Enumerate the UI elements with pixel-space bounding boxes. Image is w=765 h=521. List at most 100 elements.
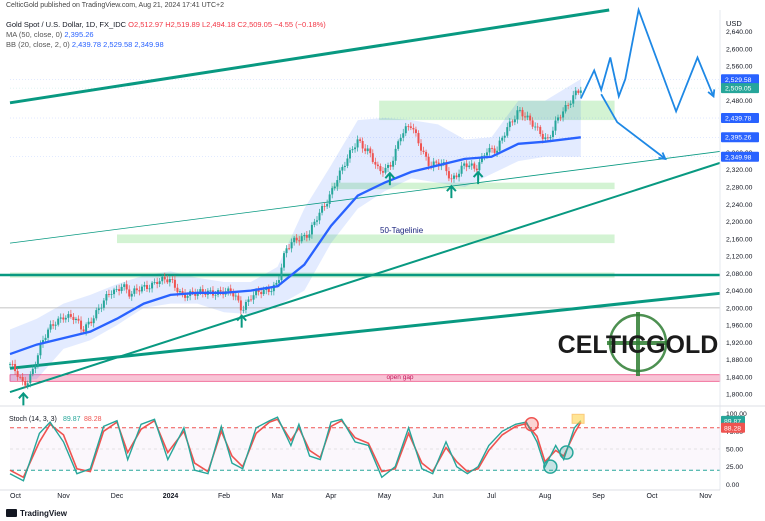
candle-body: [407, 126, 410, 128]
projection-layer: [579, 6, 716, 161]
candle-body: [468, 165, 471, 168]
legend-bb-values: 2,439.78 2,529.58 2,349.98: [71, 40, 164, 49]
candle-body: [455, 175, 458, 178]
candle-body: [546, 137, 549, 139]
candle-body: [310, 224, 313, 235]
candle-body: [432, 161, 435, 167]
price-tag: [721, 151, 759, 162]
legend-ohlc: O2,512.97 H2,519.89 L2,494.18 C2,509.05 …: [128, 20, 326, 29]
candle-body: [381, 171, 384, 173]
time-tick-label: Nov: [57, 493, 70, 500]
candle-body: [92, 318, 95, 324]
candle-body: [148, 288, 151, 290]
candle-body: [506, 127, 509, 136]
price-tick-label: 1,840.00: [726, 374, 753, 381]
up-arrow-icon-0: [18, 391, 29, 400]
price-tick-label: 2,040.00: [726, 288, 753, 295]
support-zone-0: [379, 100, 615, 121]
candle-body: [110, 294, 113, 295]
stoch-tick-label: 25.00: [726, 464, 743, 471]
candle-body: [374, 161, 377, 165]
candle-body: [516, 110, 519, 120]
candle-body: [24, 381, 27, 386]
candle-body: [85, 324, 88, 332]
candle-body: [107, 294, 110, 295]
candle-body: [328, 194, 331, 204]
candle-body: [465, 163, 468, 168]
price-tag-label: 2,349.98: [725, 154, 752, 161]
legend-bb: BB (20, close, 2, 0) 2,439.78 2,529.58 2…: [6, 40, 164, 49]
candle-body: [186, 295, 189, 298]
candle-body: [498, 140, 501, 151]
candle-body: [387, 165, 390, 168]
candle-body: [146, 285, 149, 290]
candle-body: [227, 288, 230, 292]
price-tag: [721, 74, 759, 85]
stoch-tag: [721, 422, 745, 433]
candle-body: [250, 299, 253, 301]
candle-body: [158, 281, 161, 284]
legend-ma-value: 2,395.26: [64, 30, 94, 39]
candle-body: [323, 206, 326, 207]
candle-body: [562, 111, 565, 118]
stoch-title: Stoch (14, 3, 3): [9, 416, 57, 423]
candle-body: [168, 279, 171, 283]
support-zone-1: [331, 182, 615, 190]
candle-body: [338, 170, 341, 181]
candle-body: [572, 95, 575, 104]
candle-body: [531, 120, 534, 127]
price-tick-label: 2,000.00: [726, 305, 753, 312]
candle-body: [153, 282, 156, 283]
candle-body: [166, 279, 169, 283]
price-tag-label: 2,395.26: [725, 135, 752, 142]
time-tick-label: May: [378, 493, 392, 500]
candle-body: [518, 109, 521, 111]
candle-body: [59, 317, 62, 319]
candle-body: [262, 289, 265, 295]
candle-body: [135, 288, 138, 291]
candle-body: [255, 289, 258, 296]
axis-layer: 1,800.00 1,840.00 1,880.00 1,920.00 1,960.00…: [0, 10, 759, 500]
time-tick-label: Jul: [487, 493, 496, 500]
candle-body: [36, 355, 39, 366]
candle-body: [39, 343, 42, 356]
stoch-k-line: [9, 416, 582, 482]
time-tick-label: Mar: [271, 493, 284, 500]
open-gap-label: open gap: [386, 374, 413, 381]
candle-body: [529, 115, 532, 121]
open-gap-zone: [9, 374, 721, 382]
candle-body: [417, 133, 420, 144]
candle-body: [539, 126, 542, 134]
candle-body: [536, 126, 539, 128]
markers-layer: [18, 170, 484, 406]
candle-body: [346, 158, 349, 166]
stoch-tag-label: 88.28: [724, 425, 741, 432]
candle-body: [72, 316, 75, 320]
candle-body: [29, 374, 32, 384]
candle-body: [11, 363, 14, 365]
candle-body: [458, 173, 461, 178]
candle-body: [508, 121, 511, 128]
price-tag: [721, 113, 759, 124]
time-tick-label: Aug: [539, 493, 552, 500]
candle-body: [82, 329, 85, 332]
candle-body: [343, 165, 346, 167]
candle-body: [557, 117, 560, 121]
celticgold-logo: CELTICGOLD: [558, 312, 718, 376]
support-zone-2: [117, 234, 615, 244]
candle-body: [460, 165, 463, 174]
candle-body: [288, 248, 291, 250]
candle-body: [143, 285, 146, 287]
candle-body: [544, 137, 547, 140]
candle-body: [290, 242, 293, 249]
candle-body: [242, 309, 245, 311]
candle-body: [178, 291, 181, 293]
price-tick-label: 1,800.00: [726, 392, 753, 399]
candle-body: [62, 317, 65, 320]
candle-body: [181, 291, 184, 294]
candle-body: [47, 329, 50, 338]
candle-body: [333, 186, 336, 189]
candle-body: [447, 171, 450, 179]
candle-body: [534, 126, 537, 128]
